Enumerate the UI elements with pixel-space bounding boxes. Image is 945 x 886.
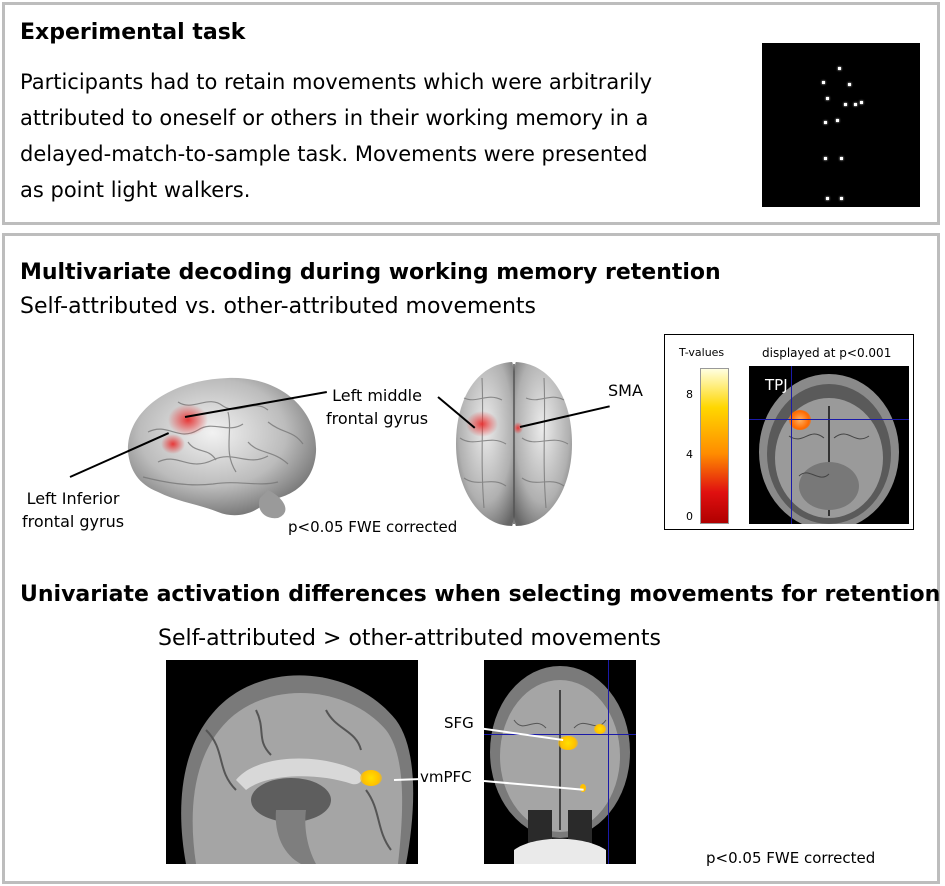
crosshair-vertical bbox=[791, 366, 792, 524]
description-line: as point light walkers. bbox=[20, 178, 251, 202]
label-sfg: SFG bbox=[444, 714, 474, 732]
crosshair-horizontal bbox=[749, 419, 909, 420]
lateral-brain-render bbox=[127, 377, 317, 519]
tpj-activation-blob bbox=[789, 410, 811, 430]
point-light-walker-image bbox=[762, 43, 920, 207]
colorbar-tick-0: 0 bbox=[686, 510, 693, 523]
multivariate-subtitle: Self-attributed vs. other-attributed mov… bbox=[20, 294, 536, 319]
results-panel bbox=[2, 233, 940, 884]
description-line: Participants had to retain movements whi… bbox=[20, 70, 653, 94]
description-line: attributed to oneself or others in their… bbox=[20, 106, 649, 130]
multivariate-title: Multivariate decoding during working mem… bbox=[20, 260, 721, 285]
sfg-activation-right bbox=[594, 724, 606, 734]
univariate-threshold: p<0.05 FWE corrected bbox=[706, 849, 876, 867]
label-sma: SMA bbox=[608, 381, 643, 400]
univariate-subtitle: Self-attributed > other-attributed movem… bbox=[158, 626, 661, 651]
tpj-inset-panel bbox=[664, 334, 914, 530]
colorbar-tick-8: 8 bbox=[686, 388, 693, 401]
univariate-title: Univariate activation differences when s… bbox=[20, 582, 941, 607]
coronal-slice bbox=[484, 660, 636, 864]
label-left-inferior-frontal-gyrus: Left Inferior frontal gyrus bbox=[22, 489, 125, 531]
multivariate-threshold: p<0.05 FWE corrected bbox=[288, 518, 458, 536]
colorbar-tick-4: 4 bbox=[686, 448, 693, 461]
display-threshold-note: displayed at p<0.001 bbox=[762, 346, 892, 360]
tpj-label: TPJ bbox=[765, 376, 788, 394]
dorsal-brain-render bbox=[456, 362, 572, 526]
sagittal-slice bbox=[166, 660, 418, 864]
colorbar-title: T-values bbox=[679, 346, 725, 359]
vmpfc-activation-sagittal bbox=[360, 770, 382, 786]
description-line: delayed-match-to-sample task. Movements … bbox=[20, 142, 648, 166]
label-vmpfc: vmPFC bbox=[420, 768, 472, 786]
crosshair-horizontal bbox=[484, 734, 636, 735]
tpj-coronal-slice: TPJ bbox=[749, 366, 909, 524]
experimental-task-description: Participants had to retain movements whi… bbox=[20, 64, 652, 208]
experimental-task-title: Experimental task bbox=[20, 20, 246, 45]
colorbar bbox=[700, 368, 729, 524]
label-left-middle-frontal-gyrus: Left middle frontal gyrus bbox=[326, 386, 429, 428]
crosshair-vertical bbox=[608, 660, 609, 864]
